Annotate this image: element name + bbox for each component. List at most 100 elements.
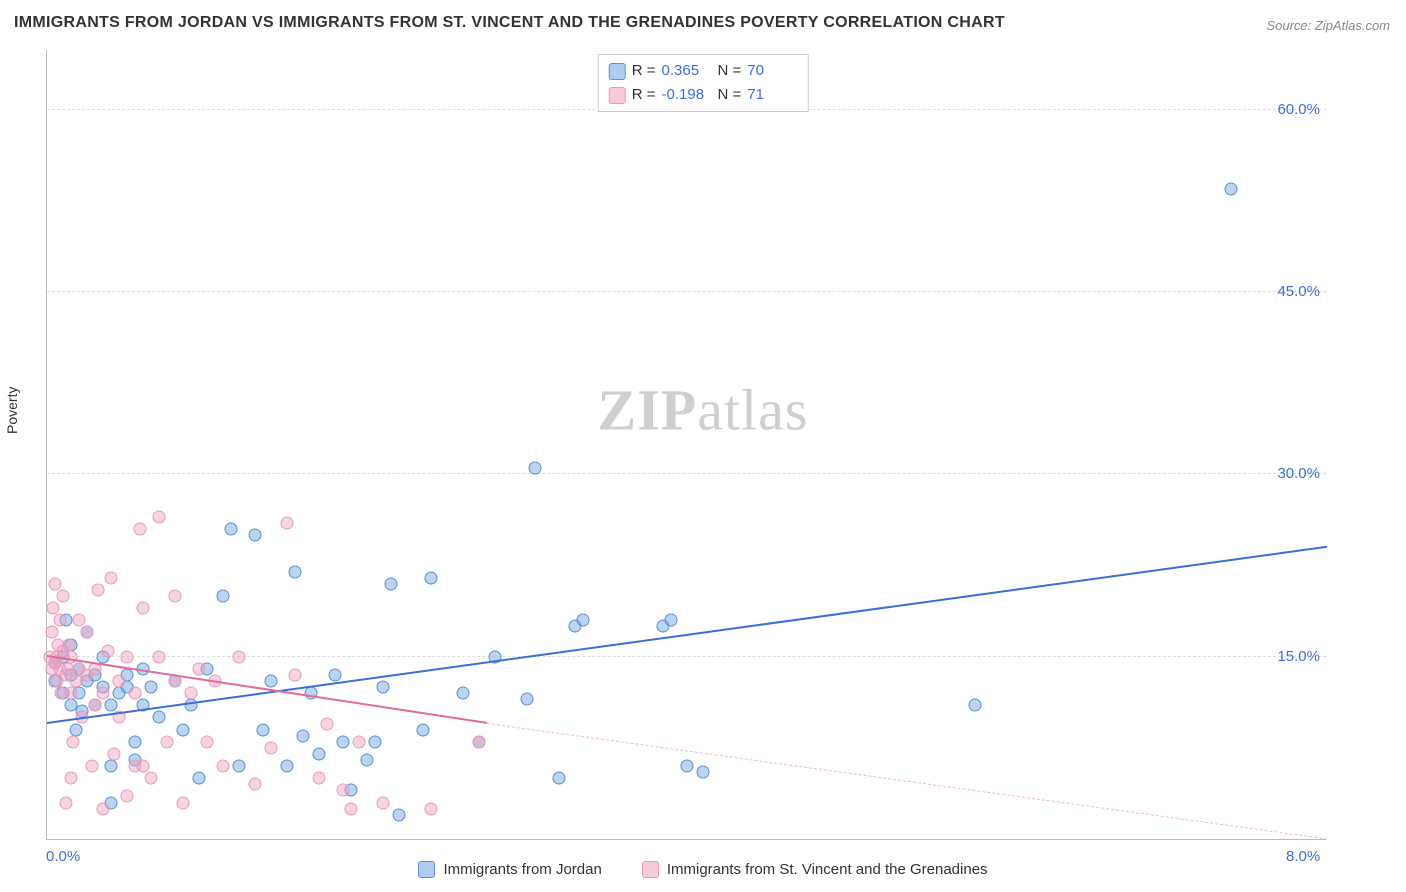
scatter-point <box>97 687 110 700</box>
scatter-point <box>129 735 142 748</box>
bottom-legend: Immigrants from Jordan Immigrants from St… <box>0 861 1406 878</box>
scatter-point <box>233 760 246 773</box>
legend-label: Immigrants from St. Vincent and the Gren… <box>667 861 988 878</box>
scatter-point <box>69 723 82 736</box>
scatter-point <box>313 747 326 760</box>
scatter-point <box>49 577 62 590</box>
scatter-point <box>177 796 190 809</box>
scatter-point <box>137 602 150 615</box>
scatter-point <box>289 565 302 578</box>
stat-legend: R =0.365N =70R =-0.198N =71 <box>598 54 809 112</box>
scatter-point <box>60 796 73 809</box>
scatter-point <box>281 517 294 530</box>
legend-swatch <box>418 861 435 878</box>
scatter-point <box>185 687 198 700</box>
scatter-point <box>201 735 214 748</box>
scatter-point <box>361 754 374 767</box>
scatter-point <box>177 723 190 736</box>
legend-swatch <box>609 87 626 104</box>
scatter-point <box>105 699 118 712</box>
scatter-point <box>329 668 342 681</box>
scatter-point <box>577 614 590 627</box>
scatter-point <box>345 802 358 815</box>
scatter-point <box>81 626 94 639</box>
scatter-point <box>353 735 366 748</box>
scatter-point <box>385 577 398 590</box>
x-tick-label: 8.0% <box>1286 848 1320 865</box>
scatter-point <box>108 747 121 760</box>
scatter-point <box>265 675 278 688</box>
scatter-point <box>193 772 206 785</box>
stat-r-label: R = <box>632 83 656 107</box>
y-tick-label: 45.0% <box>1260 283 1320 300</box>
scatter-point <box>217 589 230 602</box>
scatter-point <box>225 523 238 536</box>
stat-legend-row: R =-0.198N =71 <box>609 83 798 107</box>
scatter-point <box>105 571 118 584</box>
gridline <box>47 473 1326 474</box>
scatter-point <box>153 510 166 523</box>
trend-line <box>47 545 1327 723</box>
scatter-point <box>57 589 70 602</box>
scatter-point <box>89 699 102 712</box>
stat-legend-row: R =0.365N =70 <box>609 59 798 83</box>
scatter-point <box>321 717 334 730</box>
scatter-point <box>113 675 126 688</box>
scatter-point <box>129 687 142 700</box>
scatter-point <box>145 681 158 694</box>
scatter-point <box>73 614 86 627</box>
stat-n-label: N = <box>718 59 742 83</box>
scatter-point <box>161 735 174 748</box>
y-tick-label: 30.0% <box>1260 465 1320 482</box>
scatter-point <box>697 766 710 779</box>
scatter-point <box>133 523 146 536</box>
chart-title: IMMIGRANTS FROM JORDAN VS IMMIGRANTS FRO… <box>14 14 1005 32</box>
scatter-point <box>65 772 78 785</box>
legend-item: Immigrants from St. Vincent and the Gren… <box>642 861 988 878</box>
scatter-point <box>369 735 382 748</box>
y-tick-label: 15.0% <box>1260 648 1320 665</box>
scatter-point <box>45 626 58 639</box>
y-axis-label: Poverty <box>4 387 20 434</box>
scatter-point <box>53 614 66 627</box>
scatter-point <box>425 802 438 815</box>
scatter-point <box>969 699 982 712</box>
scatter-point <box>553 772 566 785</box>
scatter-point <box>249 529 262 542</box>
legend-swatch <box>609 63 626 80</box>
legend-item: Immigrants from Jordan <box>418 861 601 878</box>
scatter-point <box>169 589 182 602</box>
scatter-point <box>337 735 350 748</box>
stat-r-value: 0.365 <box>662 59 712 83</box>
scatter-point <box>249 778 262 791</box>
stat-r-label: R = <box>632 59 656 83</box>
scatter-point <box>529 462 542 475</box>
scatter-point <box>66 735 79 748</box>
scatter-point <box>65 687 78 700</box>
source-attribution: Source: ZipAtlas.com <box>1266 18 1390 33</box>
scatter-point <box>521 693 534 706</box>
scatter-point <box>297 729 310 742</box>
gridline <box>47 291 1326 292</box>
scatter-point <box>193 662 206 675</box>
legend-label: Immigrants from Jordan <box>443 861 601 878</box>
x-tick-label: 0.0% <box>46 848 80 865</box>
legend-swatch <box>642 861 659 878</box>
scatter-point <box>377 796 390 809</box>
plot-area: 15.0% 30.0% 45.0% 60.0% <box>46 50 1326 840</box>
scatter-point <box>393 808 406 821</box>
stat-n-value: 70 <box>747 59 797 83</box>
y-tick-label: 60.0% <box>1260 101 1320 118</box>
scatter-point <box>153 650 166 663</box>
scatter-point <box>145 772 158 785</box>
scatter-point <box>1225 182 1238 195</box>
scatter-point <box>85 760 98 773</box>
scatter-point <box>337 784 350 797</box>
scatter-point <box>217 760 230 773</box>
scatter-point <box>92 583 105 596</box>
scatter-point <box>377 681 390 694</box>
scatter-point <box>153 711 166 724</box>
scatter-point <box>281 760 294 773</box>
scatter-point <box>665 614 678 627</box>
scatter-point <box>457 687 470 700</box>
